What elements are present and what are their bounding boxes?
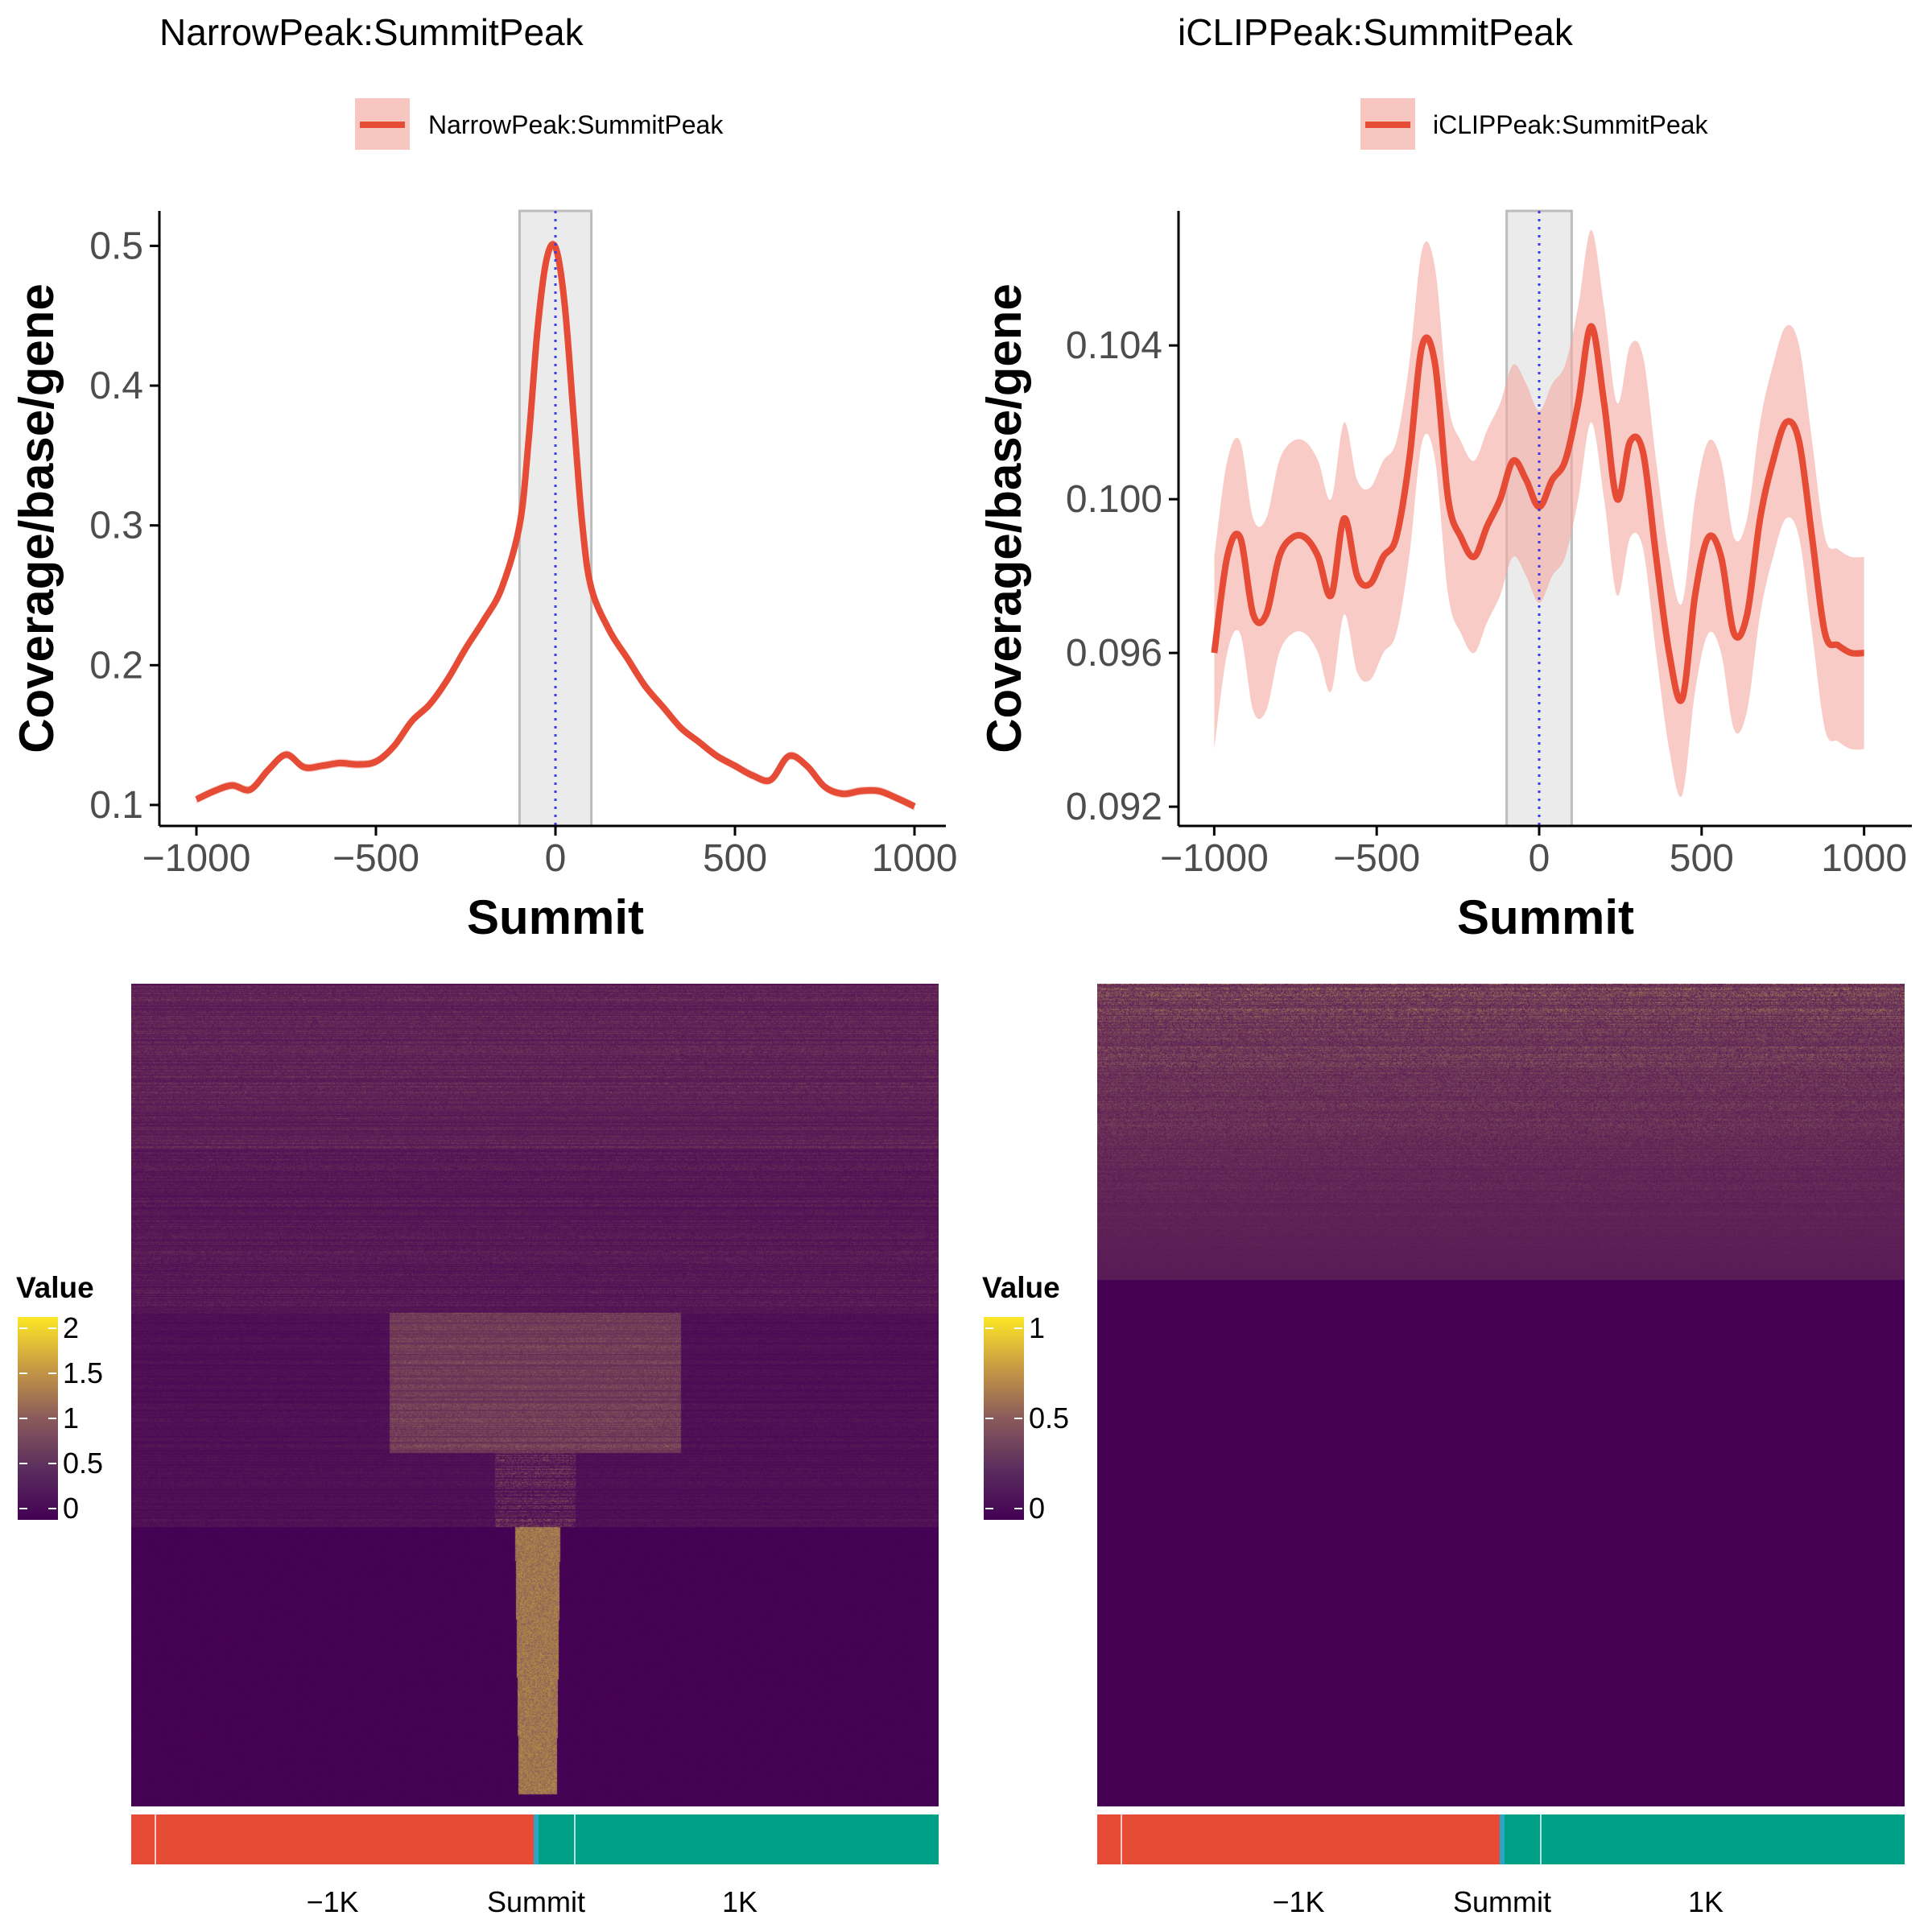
colorbar-tick-label: 0 xyxy=(1029,1492,1045,1525)
colorbar-ticks: 10.50 xyxy=(985,1311,1069,1525)
summit-marker xyxy=(534,1814,539,1864)
y-tick-label: 0.2 xyxy=(89,644,143,687)
heatmap-iclippeak xyxy=(1097,984,1905,1806)
panel-title: iCLIPPeak:SummitPeak xyxy=(1178,11,1574,53)
colorbar-ticks: 2 1.5 1 0.5 0 xyxy=(19,1311,103,1525)
x-ticks: −1000 −500 0 500 1000 xyxy=(1160,826,1907,880)
x-tick-label: −500 xyxy=(1333,837,1420,880)
x-tick-label: 0 xyxy=(545,837,567,880)
y-ticks: 0.1 0.2 0.3 0.4 0.5 xyxy=(89,225,159,827)
colorbar-tick-label: 0 xyxy=(63,1492,79,1525)
series-line xyxy=(195,241,916,810)
x-axis-title: Summit xyxy=(1457,890,1634,944)
colorbar-tick-label: 1 xyxy=(63,1402,79,1435)
heatmap-legend-right: Value 10.50 xyxy=(982,1271,1069,1525)
colorbar-tick-label: 0.5 xyxy=(63,1447,103,1480)
bar-label-downstream: 1K xyxy=(722,1885,758,1918)
summit-marker xyxy=(1500,1814,1505,1864)
x-tick-label: 1000 xyxy=(872,837,958,880)
x-tick-label: 500 xyxy=(1670,837,1734,880)
y-axis-title: Coverage/base/gene xyxy=(977,283,1031,753)
x-axis-title: Summit xyxy=(467,890,644,944)
x-tick-label: 0 xyxy=(1529,837,1550,880)
bar-label-upstream: −1K xyxy=(306,1885,358,1918)
y-tick-label: 0.1 xyxy=(89,784,143,827)
legend-title: Value xyxy=(16,1271,94,1304)
annotation-bar-right: −1K Summit 1K xyxy=(1097,1814,1905,1918)
bar-label-downstream: 1K xyxy=(1688,1885,1724,1918)
panel-iclippeak: iCLIPPeak:SummitPeak iCLIPPeak:SummitPea… xyxy=(977,11,1912,944)
bar-label-upstream: −1K xyxy=(1272,1885,1324,1918)
panel-title: NarrowPeak:SummitPeak xyxy=(159,11,584,53)
x-tick-label: −500 xyxy=(332,837,419,880)
x-ticks: −1000 −500 0 500 1000 xyxy=(142,826,958,880)
y-tick-label: 0.3 xyxy=(89,505,143,547)
y-tick-label: 0.5 xyxy=(89,225,143,267)
x-tick-label: −1000 xyxy=(1160,837,1269,880)
colorbar-tick-label: 2 xyxy=(63,1311,79,1344)
downstream-segment xyxy=(536,1814,939,1864)
upstream-segment xyxy=(131,1814,536,1864)
heatmap-narrowpeak xyxy=(131,984,939,1806)
y-axis-title: Coverage/base/gene xyxy=(10,283,64,753)
downstream-segment xyxy=(1502,1814,1905,1864)
y-tick-label: 0.4 xyxy=(89,365,143,407)
x-tick-label: 1000 xyxy=(1821,837,1907,880)
colorbar-tick-label: 0.5 xyxy=(1029,1402,1069,1435)
y-tick-label: 0.096 xyxy=(1066,632,1162,675)
panel-narrowpeak: NarrowPeak:SummitPeak NarrowPeak:SummitP… xyxy=(10,11,957,944)
colorbar-tick-label: 1.5 xyxy=(63,1356,103,1389)
legend-title: Value xyxy=(982,1271,1060,1304)
bar-label-summit: Summit xyxy=(1453,1885,1551,1918)
series-ribbon xyxy=(1214,229,1864,797)
x-tick-label: −1000 xyxy=(142,837,251,880)
legend-label: iCLIPPeak:SummitPeak xyxy=(1433,110,1708,139)
annotation-bar-left: −1K Summit 1K xyxy=(131,1814,939,1918)
bar-label-summit: Summit xyxy=(487,1885,585,1918)
y-tick-label: 0.100 xyxy=(1066,478,1162,521)
y-ticks: 0.092 0.096 0.100 0.104 xyxy=(1066,324,1179,828)
colorbar-tick-label: 1 xyxy=(1029,1311,1045,1344)
heatmap-legend-left: Value 2 1.5 1 0.5 0 xyxy=(16,1271,103,1525)
y-tick-label: 0.104 xyxy=(1066,324,1162,367)
series-line xyxy=(1211,323,1864,704)
upstream-segment xyxy=(1097,1814,1502,1864)
x-tick-label: 500 xyxy=(703,837,767,880)
legend-label: NarrowPeak:SummitPeak xyxy=(428,110,724,139)
y-tick-label: 0.092 xyxy=(1066,786,1162,828)
